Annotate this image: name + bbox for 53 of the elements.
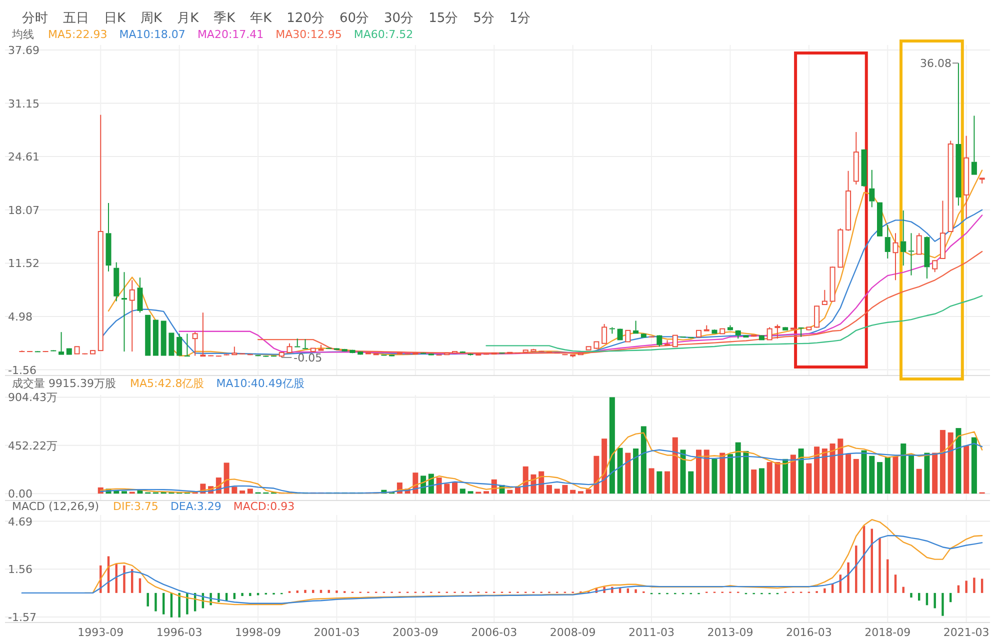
x-tick-label: 1996-03 bbox=[156, 626, 202, 639]
text: MA20:17.41 bbox=[197, 28, 264, 41]
y-tick-label: 1.56 bbox=[8, 563, 32, 576]
x-tick-label: 2016-03 bbox=[786, 626, 832, 639]
text: 月K bbox=[177, 11, 200, 26]
y-tick-label: 904.43万 bbox=[8, 391, 58, 404]
text: MA5:22.93 bbox=[48, 28, 108, 41]
text: MA30:12.95 bbox=[276, 28, 342, 41]
x-tick-label: 2011-03 bbox=[628, 626, 675, 639]
y-tick-label: 24.61 bbox=[8, 150, 40, 164]
x-tick-label: 2021-03 bbox=[943, 626, 990, 639]
text: 120分 bbox=[286, 11, 324, 26]
text: 分时 bbox=[22, 11, 48, 26]
text: 5分 bbox=[473, 11, 494, 26]
y-tick-label: 0.00 bbox=[8, 488, 32, 501]
x-tick-label: 2008-09 bbox=[550, 626, 596, 639]
y-tick-label: 37.69 bbox=[8, 44, 40, 57]
y-tick-label: 11.52 bbox=[8, 257, 40, 270]
text: DEA:3.29 bbox=[170, 500, 222, 513]
text: 年K bbox=[250, 11, 272, 26]
y-tick-label: -1.56 bbox=[8, 364, 36, 377]
text: 30分 bbox=[384, 11, 414, 26]
x-tick-label: 1998-09 bbox=[235, 626, 282, 639]
text: MACD:0.93 bbox=[233, 500, 295, 513]
text: MA10:18.07 bbox=[119, 28, 186, 41]
text: 60分 bbox=[339, 11, 370, 26]
x-tick-label: 2006-03 bbox=[471, 626, 518, 639]
text: 季K bbox=[214, 11, 236, 26]
x-tick-label: 1993-09 bbox=[78, 626, 124, 639]
text: 日K bbox=[104, 11, 126, 26]
y-tick-label: -1.57 bbox=[8, 610, 36, 624]
text: MA10:40.49亿股 bbox=[216, 377, 304, 390]
y-tick-label: 452.22万 bbox=[8, 439, 58, 452]
annotation: 36.08 bbox=[920, 57, 952, 70]
text: MA5:42.8亿股 bbox=[130, 377, 204, 390]
text: MA60:7.52 bbox=[354, 28, 414, 41]
annotation: -0.05 bbox=[294, 351, 322, 364]
x-tick-label: 2001-03 bbox=[314, 626, 360, 639]
legend-title: 成交量 9915.39万股 bbox=[12, 377, 116, 390]
x-tick-label: 2018-09 bbox=[864, 626, 911, 639]
text: 周K bbox=[140, 11, 163, 26]
y-tick-label: 18.07 bbox=[8, 204, 40, 217]
y-tick-label: 4.69 bbox=[8, 515, 32, 528]
y-tick-label: 4.98 bbox=[8, 310, 32, 324]
x-tick-label: 2013-09 bbox=[707, 626, 754, 639]
text: 1分 bbox=[509, 11, 531, 26]
text: DIF:3.75 bbox=[113, 500, 158, 513]
legend-title: 均线 bbox=[11, 28, 34, 41]
text: 15分 bbox=[428, 11, 458, 26]
legend-title: MACD (12,26,9) bbox=[12, 500, 100, 513]
text: 五日 bbox=[63, 11, 89, 26]
x-tick-label: 2003-09 bbox=[392, 626, 438, 639]
y-tick-label: 31.15 bbox=[8, 97, 40, 110]
